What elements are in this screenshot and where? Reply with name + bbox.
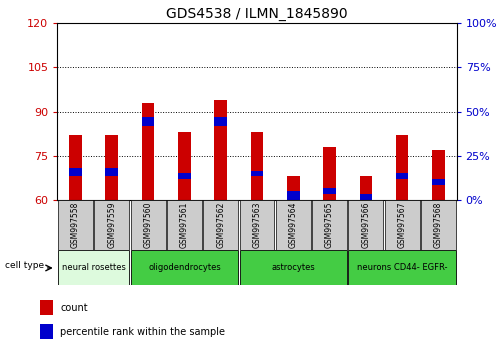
- Text: astrocytes: astrocytes: [271, 263, 315, 272]
- Text: GSM997566: GSM997566: [361, 201, 370, 248]
- Bar: [40, 300, 53, 315]
- Bar: [348, 250, 456, 285]
- Bar: [359, 194, 372, 200]
- Bar: [58, 200, 93, 250]
- Text: GSM997567: GSM997567: [398, 201, 407, 248]
- Text: GSM997559: GSM997559: [107, 201, 116, 248]
- Title: GDS4538 / ILMN_1845890: GDS4538 / ILMN_1845890: [166, 7, 348, 21]
- Bar: [215, 100, 227, 200]
- Bar: [287, 176, 299, 200]
- Bar: [421, 200, 456, 250]
- Text: neurons CD44- EGFR-: neurons CD44- EGFR-: [357, 263, 448, 272]
- Bar: [250, 132, 263, 200]
- Text: GSM997565: GSM997565: [325, 201, 334, 248]
- Bar: [167, 200, 202, 250]
- Bar: [359, 176, 372, 200]
- Bar: [58, 250, 129, 285]
- Bar: [94, 200, 129, 250]
- Bar: [105, 167, 118, 176]
- Bar: [323, 147, 336, 200]
- Bar: [250, 171, 263, 176]
- Bar: [203, 200, 238, 250]
- Text: cell type: cell type: [4, 261, 44, 270]
- Text: GSM997561: GSM997561: [180, 201, 189, 248]
- Bar: [142, 103, 155, 200]
- Bar: [69, 167, 82, 176]
- Bar: [240, 200, 274, 250]
- Bar: [131, 200, 166, 250]
- Bar: [142, 118, 155, 126]
- Bar: [240, 250, 347, 285]
- Bar: [105, 135, 118, 200]
- Bar: [178, 132, 191, 200]
- Text: oligodendrocytes: oligodendrocytes: [148, 263, 221, 272]
- Bar: [348, 200, 383, 250]
- Text: neural rosettes: neural rosettes: [62, 263, 126, 272]
- Bar: [323, 188, 336, 194]
- Bar: [432, 179, 445, 185]
- Text: percentile rank within the sample: percentile rank within the sample: [60, 326, 225, 337]
- Bar: [385, 200, 420, 250]
- Text: GSM997562: GSM997562: [216, 201, 225, 248]
- Bar: [312, 200, 347, 250]
- Bar: [396, 135, 409, 200]
- Bar: [276, 200, 311, 250]
- Text: GSM997564: GSM997564: [289, 201, 298, 248]
- Bar: [40, 324, 53, 339]
- Bar: [215, 118, 227, 126]
- Text: GSM997568: GSM997568: [434, 201, 443, 248]
- Bar: [69, 135, 82, 200]
- Bar: [396, 173, 409, 179]
- Bar: [178, 173, 191, 179]
- Bar: [287, 191, 299, 200]
- Bar: [432, 150, 445, 200]
- Bar: [131, 250, 238, 285]
- Text: count: count: [60, 303, 88, 313]
- Text: GSM997563: GSM997563: [252, 201, 261, 248]
- Text: GSM997560: GSM997560: [144, 201, 153, 248]
- Text: GSM997558: GSM997558: [71, 201, 80, 248]
